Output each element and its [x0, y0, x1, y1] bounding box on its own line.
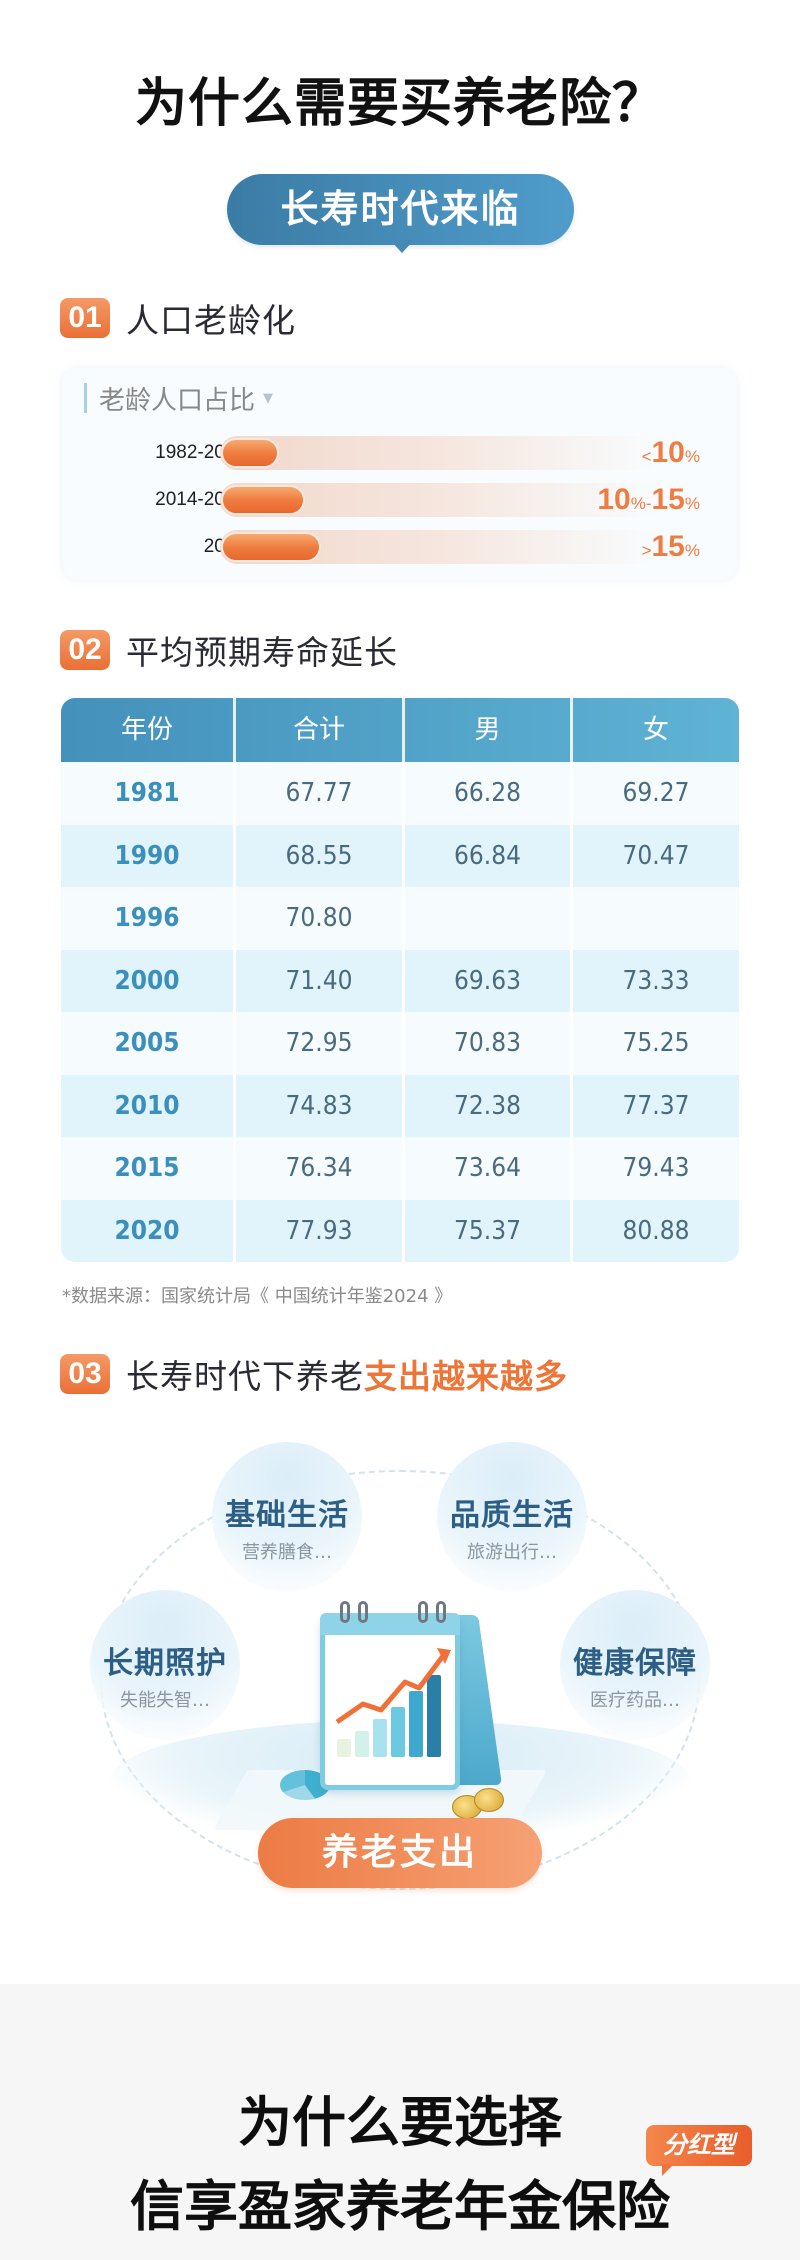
pension-expense-label: 养老支出 [258, 1818, 542, 1888]
cell-year: 1981 [61, 762, 236, 825]
aging-bar-row: 2014-2022年 10%-15% [60, 483, 740, 517]
bar-fill [221, 485, 305, 515]
why-choose-heading: 为什么要选择 [238, 2091, 562, 2154]
cell-year: 2015 [61, 1137, 236, 1200]
bubble-title: 基础生活 [225, 1498, 349, 1533]
cell-female: 73.33 [622, 965, 690, 996]
bubble-subtitle: 医疗药品… [590, 1690, 680, 1711]
subtitle-text: 老龄人口占比 [99, 385, 256, 416]
section-title: 人口老龄化 [126, 301, 296, 340]
data-source-footnote: *数据来源：国家统计局《 中国统计年鉴2024 》 [62, 1286, 453, 1307]
cell-male: 75.37 [405, 1199, 573, 1262]
cell-female: 69.27 [622, 778, 690, 808]
bar-track [220, 483, 660, 517]
cell-male: 66.84 [405, 824, 573, 887]
cell-total: 71.40 [236, 949, 405, 1012]
bubble-subtitle: 营养膳食… [242, 1542, 332, 1563]
bar-fill [221, 532, 321, 562]
cell-female: 70.47 [622, 840, 690, 871]
cell-year: 2000 [61, 949, 236, 1012]
cell-male: 70.83 [405, 1012, 573, 1075]
cell-male: 73.64 [405, 1137, 573, 1200]
table-row: 2000 71.40 69.63 73.33 [61, 949, 739, 1012]
pill-pointer [390, 240, 414, 253]
table-row: 2010 74.83 72.38 77.37 [61, 1074, 739, 1137]
section-number-badge: 01 [60, 298, 110, 338]
section-01-heading: 01 人口老龄化 [60, 296, 296, 340]
table-row: 1996 70.80 [61, 887, 739, 950]
ratio-value: >15% [641, 530, 700, 563]
bar-fill [221, 438, 279, 468]
aging-ratio-subtitle: 老龄人口占比 ▼ [84, 383, 274, 416]
cell-total: 70.80 [236, 887, 405, 950]
bubble-subtitle: 旅游出行… [467, 1542, 557, 1563]
cell-year: 1996 [61, 887, 236, 950]
table-row: 2015 76.34 73.64 79.43 [61, 1137, 739, 1200]
table-row: 2020 77.93 75.37 80.88 [61, 1199, 739, 1262]
section-title: 平均预期寿命延长 [126, 633, 398, 672]
cell-female: 77.37 [622, 1090, 690, 1121]
ratio-value: <10% [641, 436, 700, 469]
cell-female: 79.43 [622, 1153, 690, 1183]
cell-male: 66.28 [405, 762, 573, 825]
table-header: 年份 合计 男 女 [61, 698, 739, 762]
cell-female: 80.88 [622, 1215, 690, 1246]
column-header-female: 女 [642, 715, 669, 745]
cell-male: 69.63 [405, 949, 573, 1012]
bubble-basic-living: 基础生活 营养膳食… [212, 1442, 362, 1592]
cell-female: 75.25 [622, 1028, 690, 1058]
column-header-year: 年份 [61, 698, 236, 762]
badge-pointer [662, 2164, 674, 2176]
highlight-text: 支出越来越多 [364, 1357, 568, 1396]
page-title: 为什么需要买养老险？ [134, 74, 665, 134]
longevity-era-pill: 长寿时代来临 [227, 174, 574, 245]
section-02-heading: 02 平均预期寿命延长 [60, 628, 398, 672]
table-row: 1981 67.77 66.28 69.27 [61, 762, 739, 825]
next-section-background [0, 1984, 800, 2260]
column-header-total: 合计 [236, 698, 405, 762]
cell-total: 76.34 [236, 1137, 405, 1200]
coin-icon [474, 1788, 504, 1812]
dividend-type-badge: 分红型 [646, 2125, 752, 2166]
section-title: 长寿时代下养老支出越来越多 [126, 1357, 568, 1396]
bubble-subtitle: 失能失智… [120, 1690, 210, 1711]
cell-total: 68.55 [236, 824, 405, 887]
ratio-value: 10%-15% [597, 483, 700, 516]
section-number-badge: 02 [60, 630, 110, 670]
bubble-health-protection: 健康保障 医疗药品… [560, 1590, 710, 1740]
bubble-long-term-care: 长期照护 失能失智… [90, 1590, 240, 1740]
cell-year: 2005 [61, 1012, 236, 1075]
table-row: 1990 68.55 66.84 70.47 [61, 824, 739, 887]
cell-female [573, 887, 739, 950]
column-header-male: 男 [405, 698, 573, 762]
aging-bar-row: 2023年 >15% [60, 530, 740, 564]
section-number-badge: 03 [60, 1354, 110, 1394]
growth-chart-calendar-icon [300, 1595, 510, 1810]
bubble-quality-living: 品质生活 旅游出行… [437, 1442, 587, 1592]
cell-year: 2010 [61, 1074, 236, 1137]
aging-bar-row: 1982-2013年 <10% [60, 436, 740, 470]
caret-down-icon: ▼ [263, 390, 274, 406]
bubble-title: 长期照护 [103, 1646, 227, 1681]
cell-year: 2020 [61, 1199, 236, 1262]
bubble-title: 健康保障 [573, 1646, 697, 1681]
life-expectancy-table: 年份 合计 男 女 1981 67.77 66.28 69.27 1990 68… [61, 698, 739, 1262]
cell-total: 72.95 [236, 1012, 405, 1075]
cell-year: 1990 [61, 824, 236, 887]
section-03-heading: 03 长寿时代下养老支出越来越多 [60, 1352, 568, 1396]
cell-total: 74.83 [236, 1074, 405, 1137]
cell-male: 72.38 [405, 1074, 573, 1137]
bubble-title: 品质生活 [450, 1498, 574, 1533]
table-row: 2005 72.95 70.83 75.25 [61, 1012, 739, 1075]
product-name-heading: 信享盈家养老年金保险 [130, 2175, 670, 2238]
cell-total: 77.93 [236, 1199, 405, 1262]
cell-male [405, 887, 573, 950]
bar-track [220, 530, 660, 564]
bar-track [220, 436, 660, 470]
cell-total: 67.77 [236, 762, 405, 825]
